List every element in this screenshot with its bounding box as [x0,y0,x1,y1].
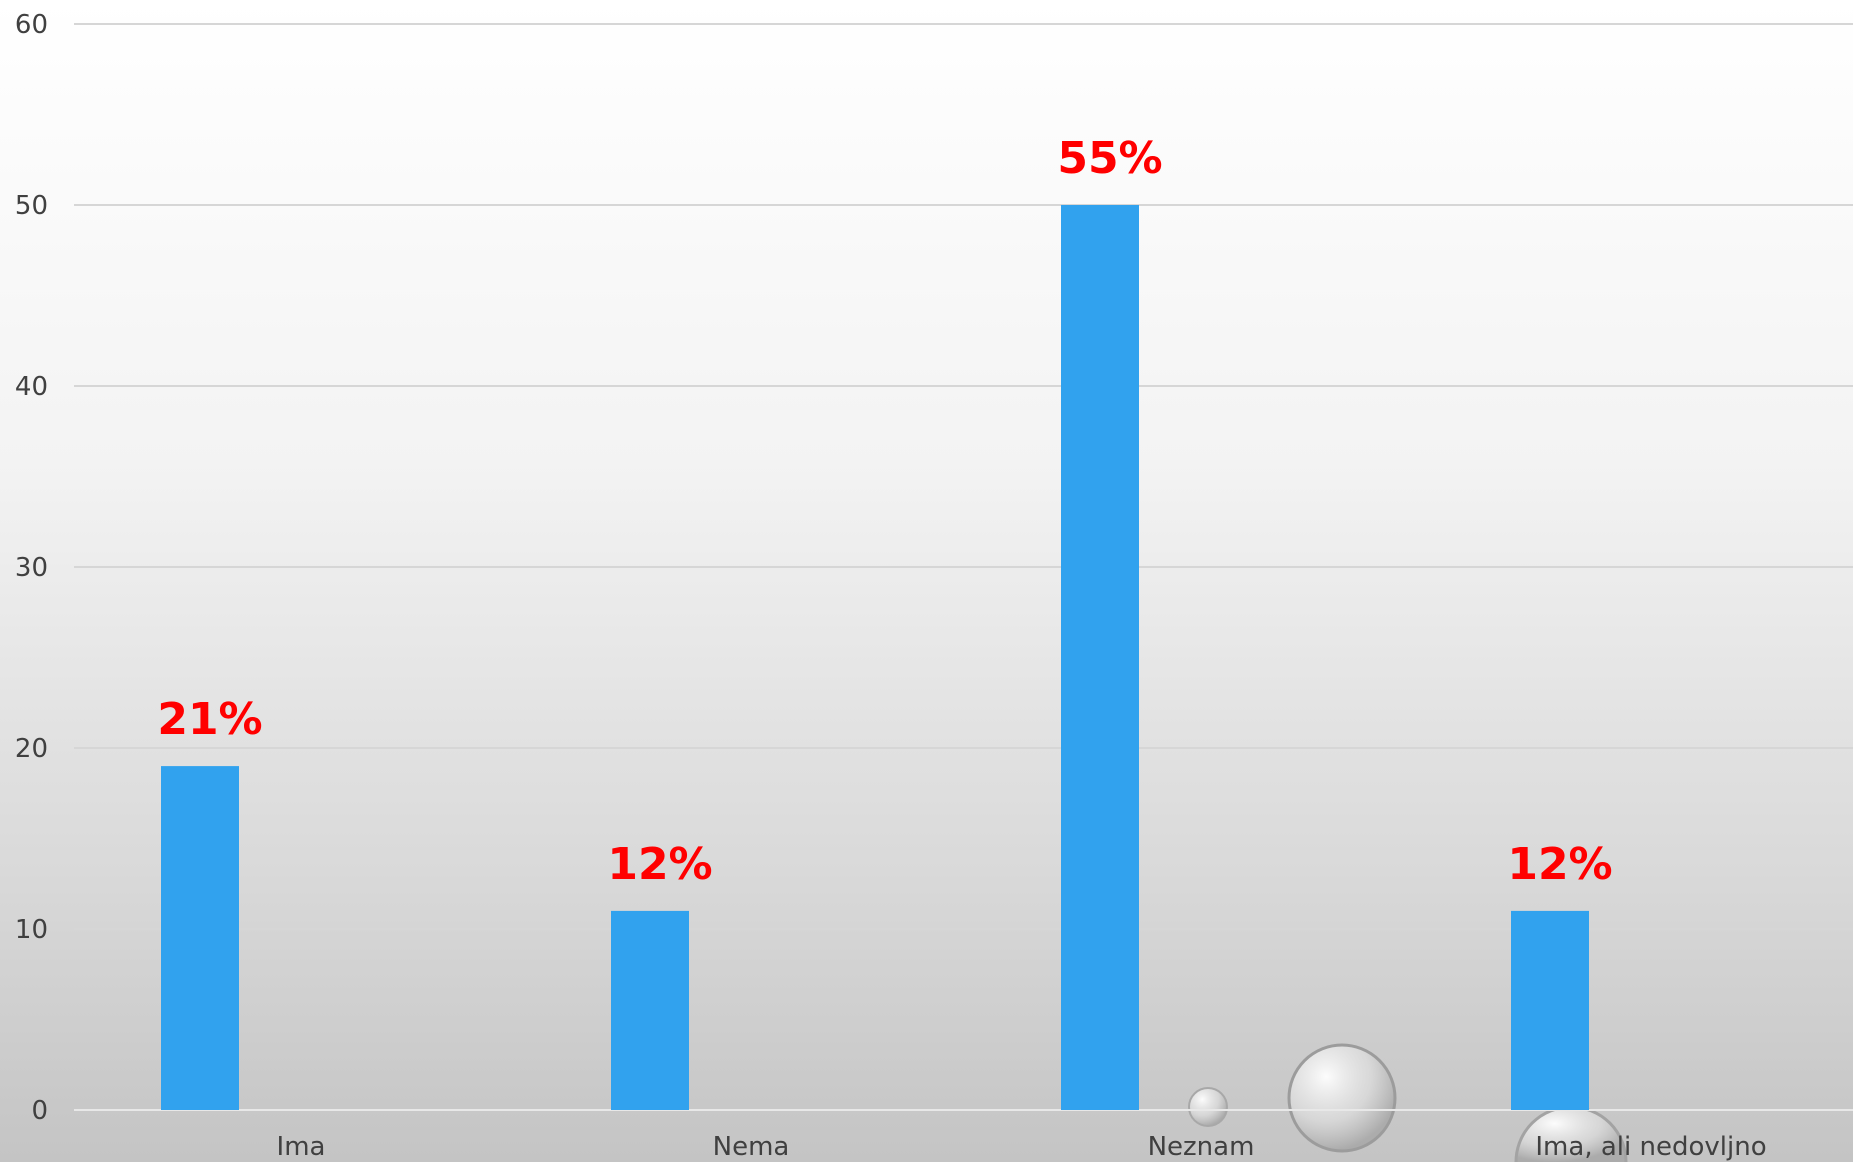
bar [1061,205,1139,1110]
bar [161,766,239,1110]
y-tick-label: 40 [15,372,48,402]
y-axis-ticks: 0 10 20 30 40 50 60 [15,10,48,1126]
bubble-small [1188,1087,1228,1127]
x-axis-categories: Ima Nema Neznam Ima, ali nedovljno [277,1132,1767,1162]
data-label: 12% [607,839,712,890]
bar [611,910,689,1110]
bubble-large [1287,1043,1397,1153]
category-label: Nema [713,1132,790,1162]
category-label: Neznam [1148,1132,1255,1162]
y-tick-label: 60 [15,10,48,40]
gridlines [74,23,1853,1111]
data-label: 55% [1057,133,1162,184]
data-label: 21% [157,694,262,745]
bar [1511,910,1589,1110]
bars [161,205,1589,1110]
y-tick-label: 20 [15,734,48,764]
y-tick-label: 10 [15,915,48,945]
bubble-decorations [1188,1043,1628,1162]
y-tick-label: 30 [15,553,48,583]
category-label: Ima [277,1132,326,1162]
y-tick-label: 0 [31,1096,48,1126]
data-labels: 21% 12% 55% 12% [157,133,1612,890]
category-label: Ima, ali nedovljno [1535,1132,1766,1162]
y-tick-label: 50 [15,191,48,221]
data-label: 12% [1507,839,1612,890]
